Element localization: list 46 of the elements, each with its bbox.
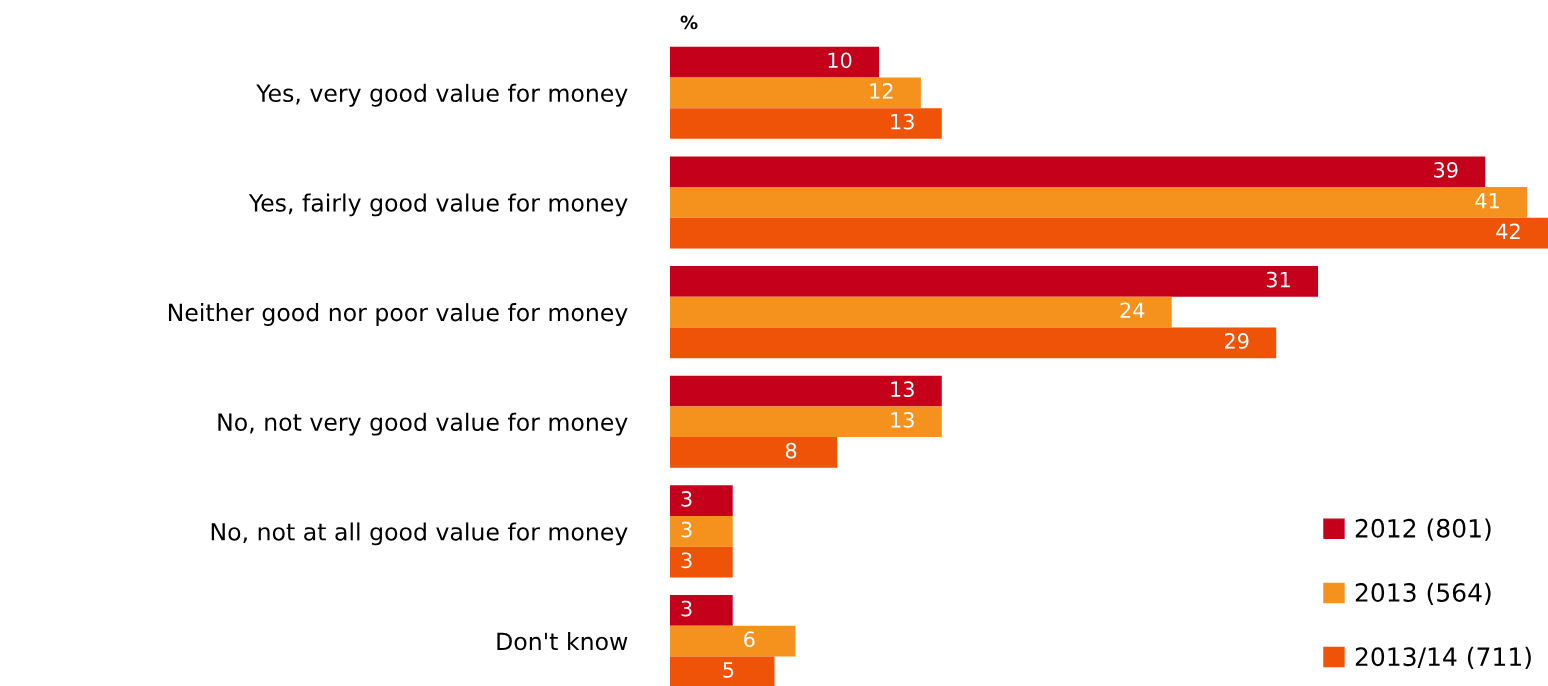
data-label: 41	[1475, 193, 1499, 209]
y-tick-label: Neither good nor poor value for money	[168, 303, 628, 326]
data-label: 3	[681, 600, 692, 617]
bar	[670, 77, 921, 109]
data-label: 31	[1266, 271, 1290, 288]
data-label: 24	[1120, 302, 1145, 318]
bar	[670, 625, 796, 657]
y-tick-label: Don't know	[497, 632, 628, 651]
bar	[670, 437, 838, 468]
data-label: 39	[1434, 162, 1458, 178]
bar	[670, 327, 1277, 359]
data-label: 13	[891, 381, 914, 398]
bar	[670, 656, 775, 686]
bar	[670, 296, 1172, 328]
y-tick-label: Yes, very good value for money	[256, 83, 628, 107]
data-label: 12	[870, 83, 893, 99]
bar	[670, 516, 733, 547]
text: %	[680, 15, 698, 30]
data-label: 42	[1496, 223, 1520, 239]
bar	[670, 266, 1319, 297]
data-label: 3	[681, 490, 692, 507]
data-label: 3	[681, 552, 692, 569]
data-label: 13	[891, 412, 914, 428]
bar	[670, 187, 1528, 218]
legend-label: 2012 (801)	[1355, 518, 1491, 541]
data-label: 6	[744, 631, 755, 648]
y-tick-label: No, not very good value for money	[218, 412, 628, 436]
bar	[670, 156, 1486, 188]
bar	[670, 594, 733, 626]
bar	[670, 406, 942, 438]
bar	[670, 546, 733, 578]
y-tick-label: Yes, fairly good value for money	[248, 193, 628, 217]
data-label: 8	[785, 442, 797, 459]
data-label: 13	[891, 113, 914, 130]
data-label: 3	[681, 521, 692, 538]
bar	[670, 217, 1548, 249]
bar	[670, 485, 733, 517]
data-label: 10	[828, 52, 852, 69]
data-label: 5	[723, 662, 734, 678]
y-tick-label: No, not at all good value for money	[211, 522, 628, 546]
bar	[670, 46, 880, 78]
bar	[670, 375, 942, 407]
legend-label: 2013/14 (711)	[1355, 646, 1531, 670]
legend-label: 2013 (564)	[1355, 582, 1491, 605]
data-label: 29	[1224, 333, 1249, 349]
bar	[670, 108, 942, 139]
